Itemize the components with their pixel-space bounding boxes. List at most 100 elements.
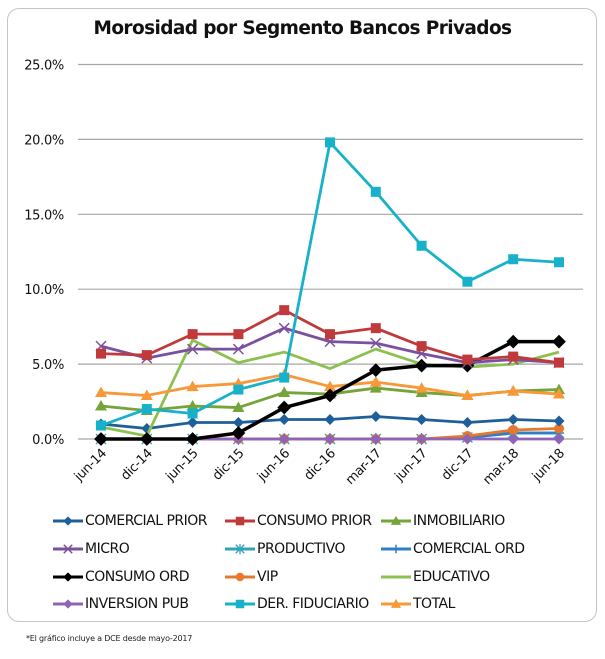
y-tick-label: 0.0% — [32, 433, 64, 448]
data-point — [187, 343, 199, 355]
data-point — [553, 433, 565, 445]
data-point — [415, 382, 428, 393]
data-point — [96, 348, 106, 359]
data-point — [370, 186, 381, 197]
data-point — [323, 388, 337, 403]
legend-swatch-icon — [225, 516, 255, 526]
data-point — [461, 417, 473, 429]
data-point — [370, 411, 382, 423]
data-point — [141, 350, 152, 361]
data-point — [416, 341, 427, 352]
legend-label: TOTAL — [413, 596, 455, 612]
data-point — [187, 408, 198, 419]
legend-item: INMOBILIARIO — [380, 512, 505, 530]
data-point — [278, 433, 290, 445]
legend-label: MICRO — [85, 541, 130, 557]
data-point — [95, 400, 107, 411]
legend-item: MICRO — [52, 540, 130, 558]
data-point — [416, 433, 428, 445]
data-point — [414, 358, 429, 373]
data-point — [369, 376, 382, 387]
series-educativo — [100, 338, 560, 438]
legend-label: INVERSION PUB — [85, 596, 189, 612]
series-consumo-prior — [96, 305, 564, 368]
data-point — [554, 257, 564, 268]
data-point — [187, 329, 198, 340]
legend-item: DER. FIDUCIARIO — [224, 595, 369, 613]
legend-item: PRODUCTIVO — [224, 540, 346, 558]
data-point — [324, 380, 336, 392]
y-tick-label: 10.0% — [24, 283, 64, 298]
legend-swatch-icon — [381, 515, 411, 525]
data-point — [553, 388, 565, 399]
data-point — [553, 415, 565, 427]
legend-item: CONSUMO ORD — [52, 568, 189, 586]
data-point — [279, 305, 290, 316]
data-point — [185, 432, 200, 446]
legend-label: CONSUMO ORD — [85, 569, 189, 585]
data-point — [96, 420, 106, 431]
legend-swatch-icon — [381, 544, 411, 554]
data-point — [461, 433, 473, 445]
data-point — [506, 334, 521, 349]
data-point — [233, 329, 244, 340]
footnote: *El gráfico incluye a DCE desde mayo-201… — [26, 634, 193, 643]
legend-label: EDUCATIVO — [413, 569, 490, 585]
data-point — [324, 414, 336, 426]
y-tick-label: 20.0% — [24, 133, 64, 148]
legend-label: VIP — [257, 569, 278, 585]
legend-label: COMERCIAL PRIOR — [85, 513, 208, 529]
x-tick-label: dic-16 — [301, 446, 338, 483]
data-point — [233, 384, 244, 395]
data-point — [140, 389, 153, 401]
data-point — [232, 343, 244, 355]
chart-frame — [7, 8, 597, 622]
data-point — [232, 417, 244, 429]
legend-swatch-icon — [225, 599, 255, 609]
x-tick-label: jun-15 — [163, 446, 202, 485]
series-line — [100, 338, 560, 438]
data-point — [508, 254, 519, 265]
data-point — [370, 337, 382, 349]
data-point — [416, 414, 428, 426]
data-point — [186, 380, 199, 392]
legend-label: INMOBILIARIO — [413, 513, 505, 529]
data-point — [186, 400, 199, 411]
data-point — [325, 137, 335, 148]
x-tick-label: mar-17 — [343, 446, 385, 488]
data-point — [325, 329, 335, 340]
x-tick-label: dic-15 — [210, 446, 247, 483]
data-point — [507, 385, 520, 396]
x-axis-ticks: jun-14 dic-14 jun-15 dic-15 jun-16 dic-16 mar-… — [71, 446, 568, 488]
y-tick-label: 5.0% — [32, 358, 64, 373]
legend-swatch-icon — [381, 598, 411, 608]
data-point — [278, 414, 290, 426]
data-point — [232, 401, 245, 413]
data-point — [462, 276, 473, 287]
x-tick-label: mar-18 — [480, 446, 522, 488]
data-point — [368, 363, 383, 377]
legend-item: COMERCIAL ORD — [380, 540, 525, 558]
legend-label: PRODUCTIVO — [257, 541, 346, 557]
data-point — [94, 432, 108, 446]
data-point — [139, 432, 154, 446]
data-point — [278, 322, 290, 334]
data-point — [508, 425, 519, 436]
series-lines — [94, 137, 566, 446]
y-tick-label: 25.0% — [24, 59, 64, 74]
x-tick-label: jun-14 — [71, 446, 110, 485]
legend-item: VIP — [224, 568, 278, 586]
x-tick-label: jun-17 — [392, 446, 431, 485]
legend-swatch-icon — [53, 516, 83, 526]
data-point — [324, 433, 336, 445]
data-point — [370, 433, 382, 445]
x-tick-label: jun-16 — [254, 446, 293, 485]
series-der-fiduciario — [96, 137, 564, 431]
data-point — [416, 240, 427, 251]
data-point — [278, 386, 291, 398]
series-comercial-prior — [95, 411, 565, 435]
data-point — [277, 400, 292, 415]
data-point — [507, 414, 519, 426]
x-tick-label: jun-18 — [529, 446, 568, 485]
